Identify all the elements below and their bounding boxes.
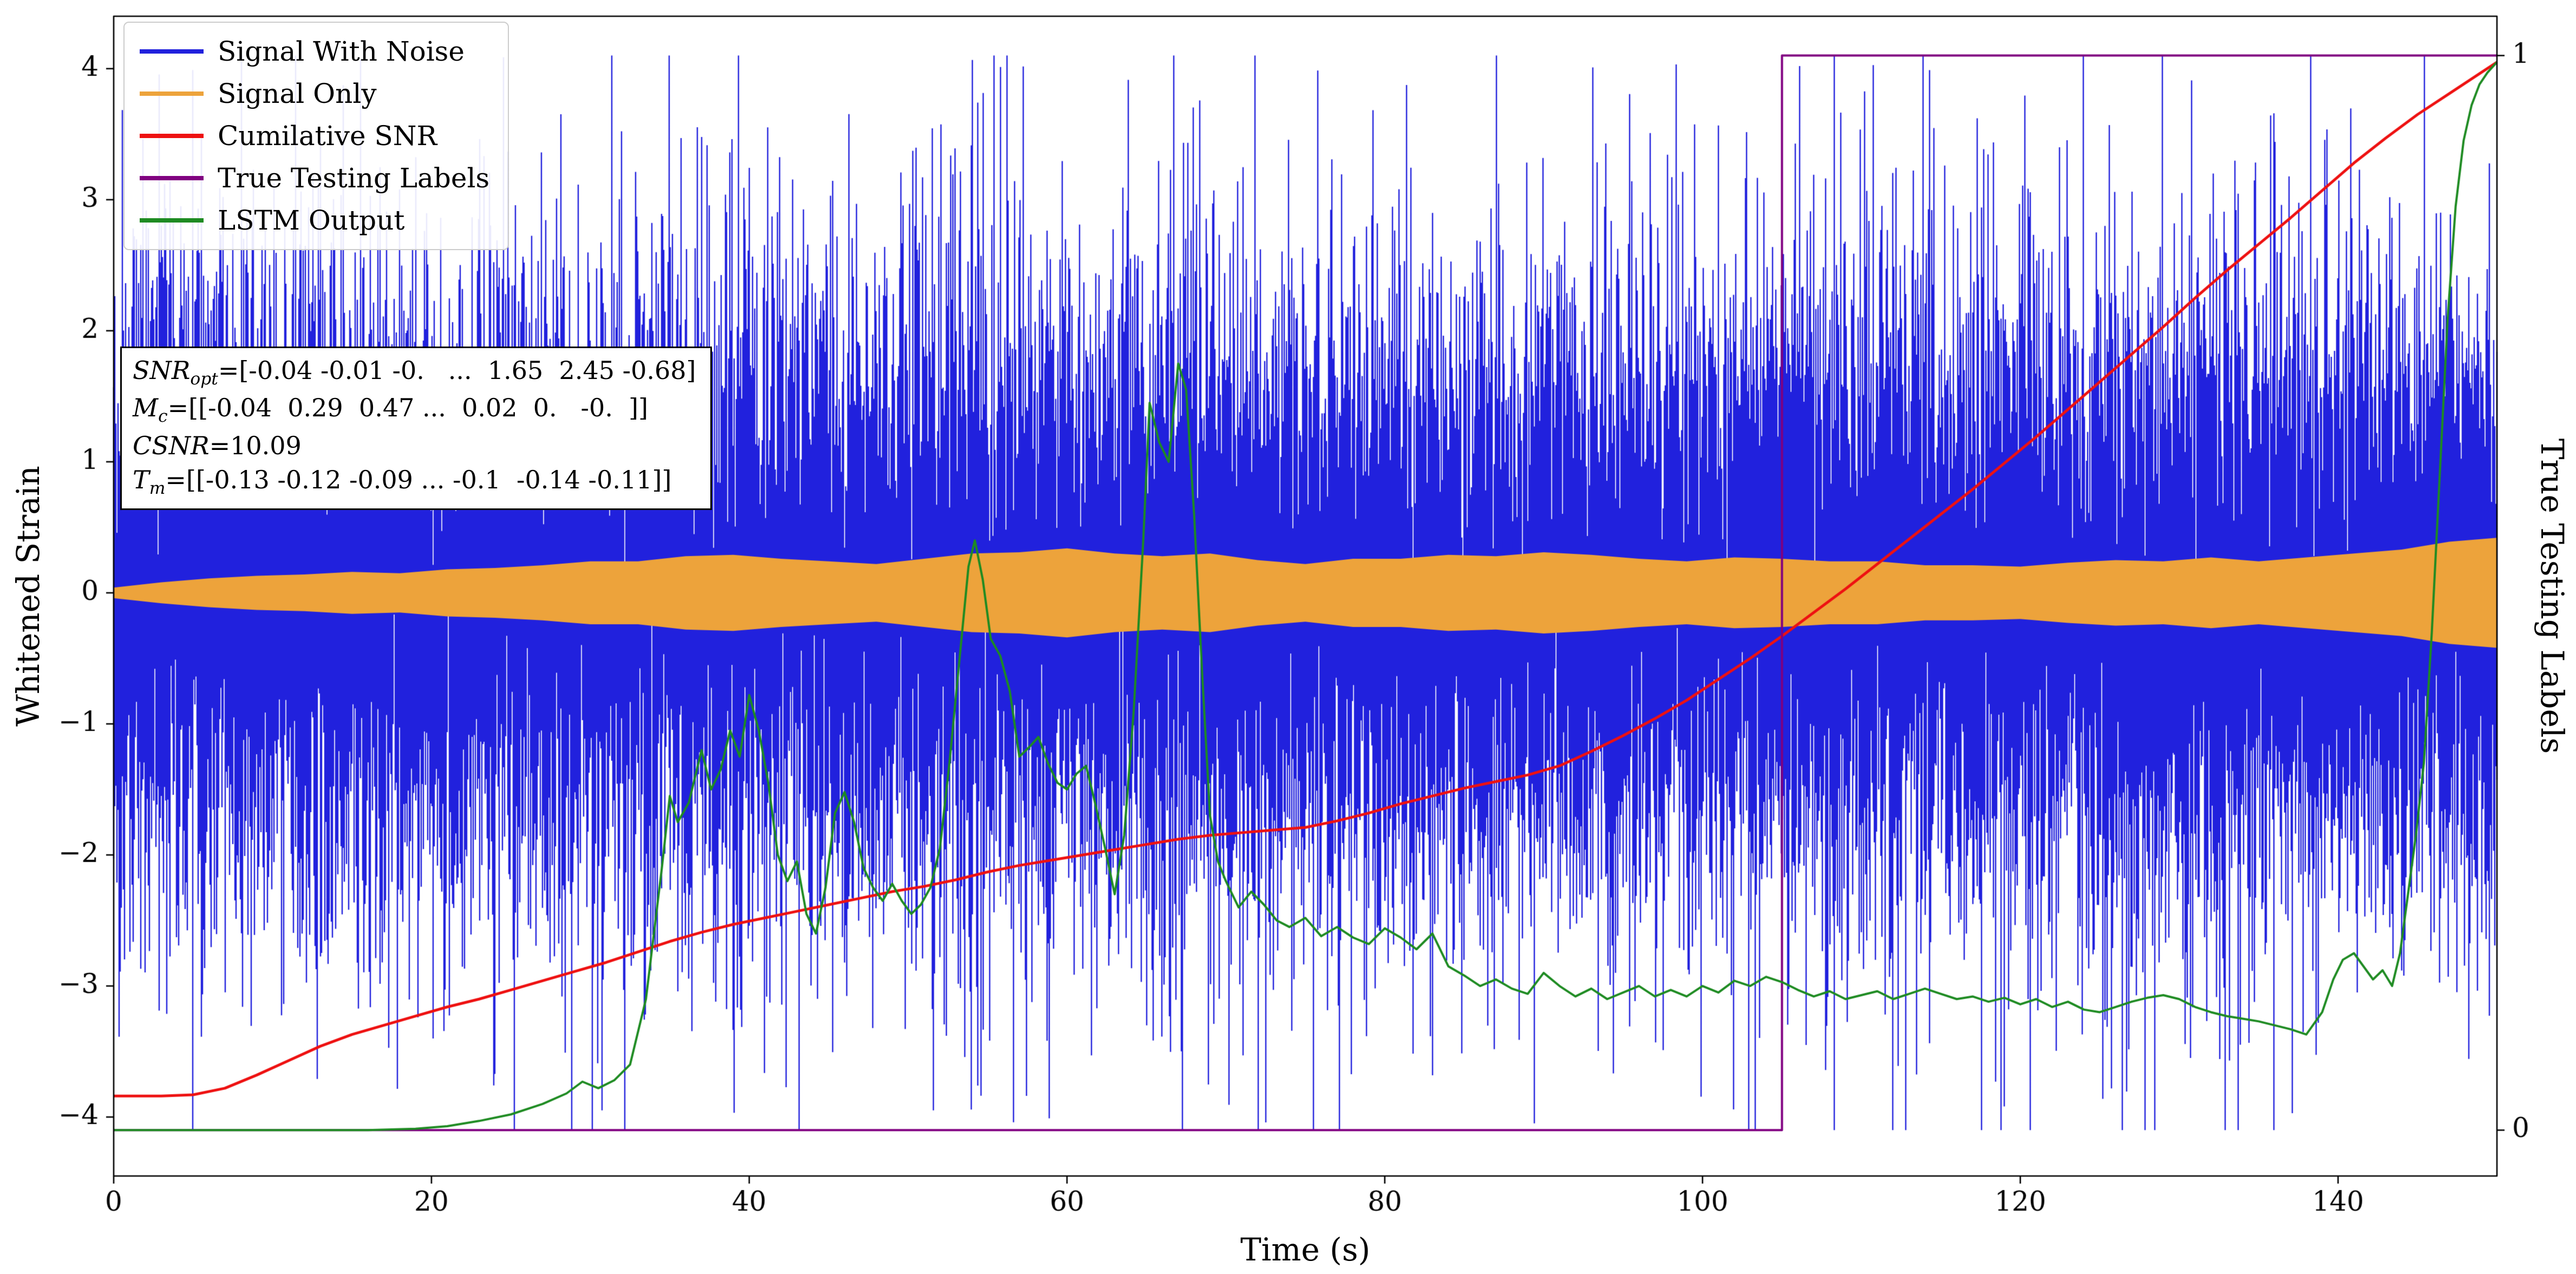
legend-label: Signal With Noise [218,36,465,67]
legend-line-swatch [140,218,204,223]
annotation-box: SNRopt=[-0.04 -0.01 -0. ... 1.65 2.45 -0… [120,347,712,510]
legend-label: True Testing Labels [218,162,490,194]
legend-label: LSTM Output [218,205,405,236]
annotation-line-1: Mc=[[-0.04 0.29 0.47 ... 0.02 0. -0. ]] [133,393,649,427]
legend-line-swatch [140,176,204,180]
annotation-line-0: SNRopt=[-0.04 -0.01 -0. ... 1.65 2.45 -0… [133,356,696,389]
legend-item-3: True Testing Labels [140,162,489,194]
legend-line-swatch [140,134,204,138]
y-axis-label-left: Whitened Strain [10,466,47,727]
legend-item-0: Signal With Noise [140,36,489,67]
y-axis-label-right: True Testing Labels [2534,438,2571,754]
legend-line-swatch [140,92,204,96]
legend-item-1: Signal Only [140,78,489,109]
legend-label: Signal Only [218,78,377,109]
x-axis-label: Time (s) [1240,1231,1371,1268]
legend-line-swatch [140,49,204,54]
annotation-line-2: CSNR=10.09 [133,430,302,460]
legend-label: Cumilative SNR [218,120,437,152]
annotation-line-3: Tm=[[-0.13 -0.12 -0.09 ... -0.1 -0.14 -0… [133,465,672,499]
legend-item-2: Cumilative SNR [140,120,489,152]
legend-item-4: LSTM Output [140,205,489,236]
legend: Signal With Noise Signal Only Cumilative S… [123,22,509,250]
